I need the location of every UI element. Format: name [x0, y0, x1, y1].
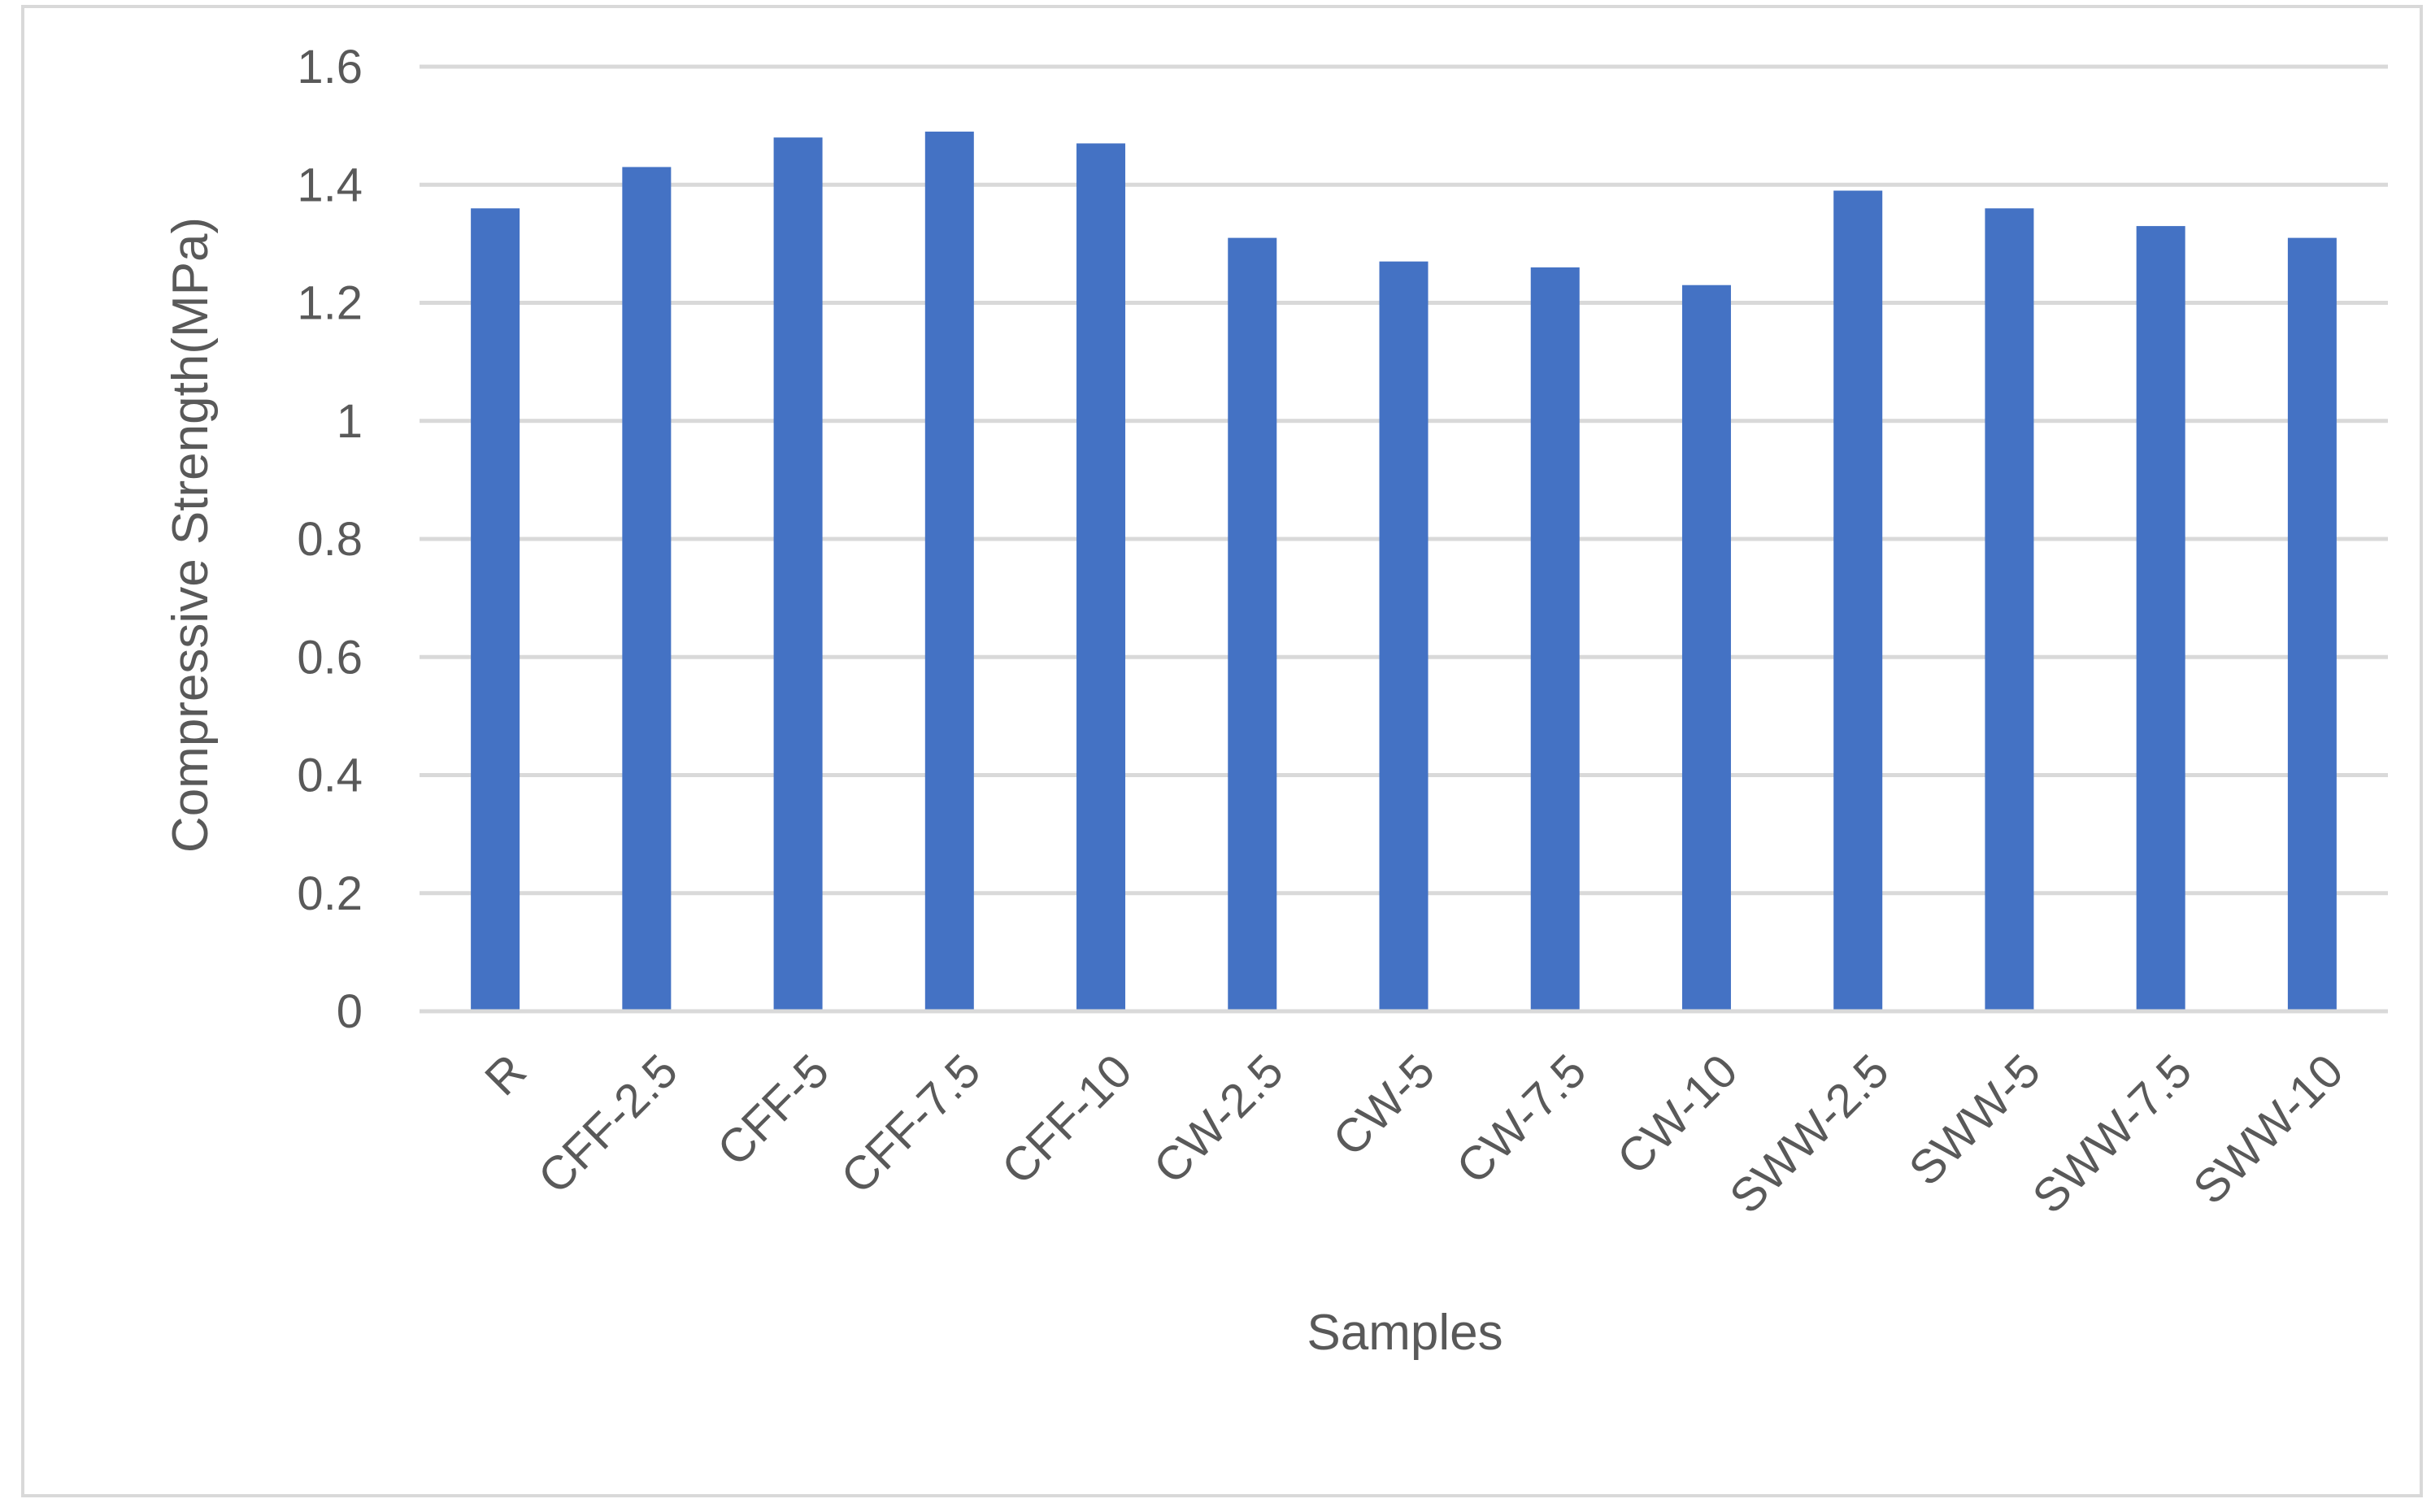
- y-tick-labels: 0 0.2 0.4 0.6 0.8 1 1.2 1.4 1.6: [297, 41, 363, 1038]
- y-tick-label-7: 1.4: [297, 159, 363, 211]
- bar-sww-10: [2287, 237, 2337, 1011]
- bars: [471, 131, 2337, 1012]
- chart-border: [21, 5, 2423, 1497]
- y-tick-label-4: 0.8: [297, 513, 363, 566]
- bar-cw-7-5: [1530, 267, 1580, 1011]
- bar-sww-7-5: [2136, 226, 2185, 1011]
- y-tick-label-0: 0: [337, 985, 363, 1038]
- y-tick-label-2: 0.4: [297, 749, 363, 802]
- bar-cff-7-5: [924, 131, 974, 1012]
- bar-cff-2-5: [622, 167, 672, 1011]
- y-tick-label-5: 1: [337, 395, 363, 448]
- y-tick-label-3: 0.6: [297, 631, 363, 684]
- y-tick-label-6: 1.2: [297, 277, 363, 330]
- bar-sww-2-5: [1833, 190, 1883, 1011]
- y-axis-title: Compressive Strength(MPa): [163, 217, 219, 853]
- bar-cff-10: [1076, 143, 1126, 1012]
- y-tick-label-1: 0.2: [297, 867, 363, 920]
- bar-r: [471, 208, 520, 1011]
- bar-sww-5: [1985, 208, 2034, 1011]
- bar-cw-5: [1379, 261, 1429, 1012]
- x-axis-title: Samples: [1307, 1305, 1503, 1361]
- bar-cw-10: [1681, 285, 1731, 1011]
- bar-cff-5: [773, 137, 823, 1011]
- bar-cw-2-5: [1228, 237, 1277, 1011]
- y-tick-label-8: 1.6: [297, 41, 363, 93]
